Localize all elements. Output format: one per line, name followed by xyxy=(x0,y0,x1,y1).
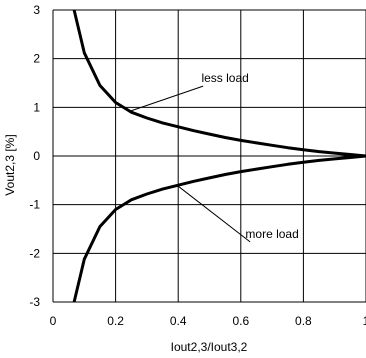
x-tick-label: 0.4 xyxy=(170,314,187,328)
tick-labels: 0 0.2 0.4 0.6 0.8 1 3 2 1 0 -1 -2 -3 xyxy=(29,3,366,328)
series-line-1 xyxy=(72,10,366,158)
y-tick-label: -1 xyxy=(29,198,40,212)
y-tick-label: 1 xyxy=(33,100,40,114)
y-tick-label: 2 xyxy=(33,52,40,66)
x-tick-label: 0.6 xyxy=(232,314,249,328)
annotation-label: more load xyxy=(245,227,298,241)
y-tick-label: -2 xyxy=(29,246,40,260)
annotation-label: less load xyxy=(201,71,248,85)
y-tick-label: 3 xyxy=(33,3,40,17)
y-tick-label: 0 xyxy=(33,149,40,163)
annotation-leader xyxy=(177,185,251,243)
annotation-leader xyxy=(131,85,204,112)
series-lines xyxy=(72,10,366,302)
x-tick-label: 1 xyxy=(363,314,366,328)
series-line-2 xyxy=(72,154,366,302)
x-tick-label: 0 xyxy=(50,314,57,328)
x-tick-label: 0.2 xyxy=(107,314,124,328)
grid xyxy=(52,9,366,303)
y-tick-label: -3 xyxy=(29,295,40,309)
x-axis-label: Iout2,3/Iout3,2 xyxy=(171,340,248,354)
y-axis-label: Vout2,3 [%] xyxy=(3,134,17,195)
annotations: less load more load xyxy=(131,71,299,243)
x-tick-label: 0.8 xyxy=(295,314,312,328)
